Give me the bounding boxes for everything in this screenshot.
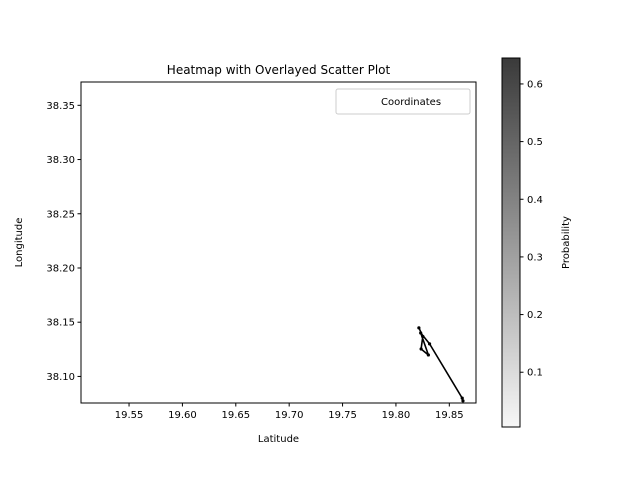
scatter-point: [461, 399, 465, 403]
y-tick-label: 38.15: [46, 318, 75, 329]
scatter-point: [419, 347, 423, 351]
scatter-point: [427, 342, 432, 346]
x-tick-label: 19.85: [435, 410, 464, 421]
scatter-series: [417, 326, 465, 403]
colorbar-tick-label: 0.6: [527, 79, 543, 90]
scatter-point: [426, 353, 430, 357]
scatter-point: [419, 331, 423, 335]
x-tick-label: 19.65: [221, 410, 250, 421]
y-tick-label: 38.20: [46, 263, 75, 274]
x-axis-ticks: 19.55 19.60 19.65 19.70 19.75 19.80 19.85: [115, 403, 464, 421]
legend-entry-coordinates: Coordinates: [381, 97, 441, 108]
colorbar-tick-label: 0.2: [527, 310, 543, 321]
colorbar-tick-label: 0.1: [527, 368, 543, 379]
legend: Coordinates: [335, 88, 471, 115]
colorbar-ticks: 0.1 0.2 0.3 0.4 0.5 0.6: [520, 79, 543, 379]
colorbar-label: Probability: [561, 216, 572, 269]
scatter-point: [421, 334, 425, 339]
x-tick-label: 19.80: [382, 410, 411, 421]
plot-area: [80, 81, 477, 404]
legend-box: [335, 88, 471, 115]
colorbar-tick-label: 0.5: [527, 137, 543, 148]
x-axis-label: Latitude: [258, 434, 299, 445]
y-axis-label: Longitude: [14, 218, 25, 268]
trajectory-line: [418, 327, 464, 402]
y-tick-label: 38.35: [46, 101, 75, 112]
x-tick-label: 19.75: [328, 410, 357, 421]
chart-title: Heatmap with Overlayed Scatter Plot: [167, 63, 391, 77]
scatter-point: [460, 396, 464, 400]
colorbar-tick-label: 0.4: [527, 195, 543, 206]
x-tick-label: 19.55: [115, 410, 144, 421]
x-tick-label: 19.70: [275, 410, 304, 421]
y-tick-label: 38.25: [46, 209, 75, 220]
x-tick-label: 19.60: [168, 410, 197, 421]
y-tick-label: 38.10: [46, 372, 75, 383]
colorbar-tick-label: 0.3: [527, 252, 543, 263]
y-axis-ticks: 38.10 38.15 38.20 38.25 38.30 38.35: [46, 101, 81, 383]
scatter-point: [417, 326, 421, 330]
y-tick-label: 38.30: [46, 155, 75, 166]
colorbar: [501, 57, 521, 428]
